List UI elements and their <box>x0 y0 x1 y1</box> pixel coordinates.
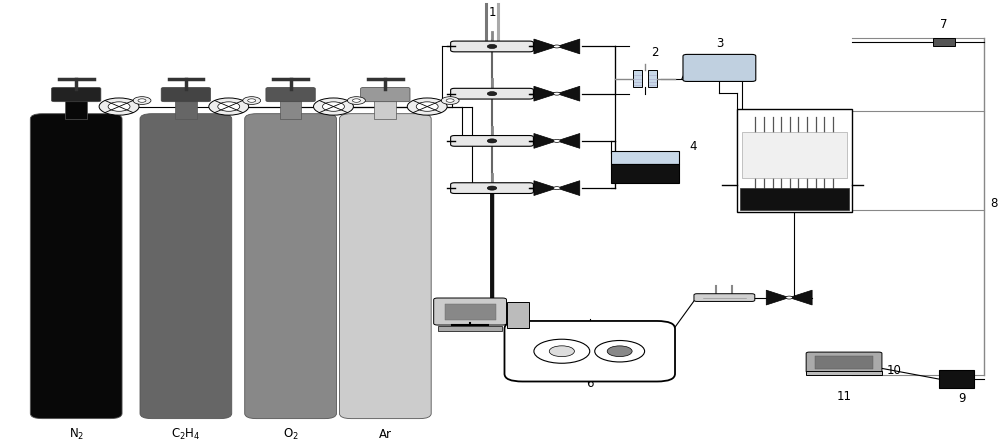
Circle shape <box>133 97 151 105</box>
Circle shape <box>243 97 261 105</box>
Bar <box>737 109 852 212</box>
Circle shape <box>595 341 645 362</box>
FancyBboxPatch shape <box>161 87 211 102</box>
Text: 11: 11 <box>837 390 852 403</box>
Circle shape <box>138 99 146 102</box>
Circle shape <box>441 97 459 105</box>
Circle shape <box>553 140 560 142</box>
Bar <box>939 370 974 388</box>
Text: 2: 2 <box>651 47 658 59</box>
Polygon shape <box>534 133 557 148</box>
Bar <box>65 101 87 119</box>
Polygon shape <box>534 39 557 54</box>
FancyBboxPatch shape <box>51 87 101 102</box>
Circle shape <box>248 99 256 102</box>
Bar <box>806 371 882 375</box>
Circle shape <box>786 296 793 299</box>
Polygon shape <box>557 133 580 148</box>
Circle shape <box>534 339 590 363</box>
Circle shape <box>108 102 130 111</box>
FancyBboxPatch shape <box>339 114 431 419</box>
FancyBboxPatch shape <box>451 183 533 194</box>
FancyBboxPatch shape <box>451 136 533 146</box>
Circle shape <box>352 99 360 102</box>
Polygon shape <box>789 290 812 305</box>
Bar <box>633 70 642 87</box>
Circle shape <box>407 98 447 115</box>
Circle shape <box>553 45 560 48</box>
Circle shape <box>416 102 438 111</box>
Circle shape <box>487 44 497 48</box>
Circle shape <box>487 139 497 143</box>
Circle shape <box>487 92 497 96</box>
FancyBboxPatch shape <box>683 54 756 82</box>
FancyBboxPatch shape <box>266 87 315 102</box>
Text: C$_2$H$_4$: C$_2$H$_4$ <box>171 427 201 443</box>
FancyBboxPatch shape <box>245 114 336 419</box>
Circle shape <box>553 187 560 190</box>
Bar <box>611 164 679 183</box>
FancyBboxPatch shape <box>451 41 533 52</box>
Text: 6: 6 <box>586 377 594 390</box>
FancyBboxPatch shape <box>140 114 232 419</box>
Polygon shape <box>557 86 580 101</box>
Circle shape <box>549 346 574 357</box>
Circle shape <box>209 98 249 115</box>
FancyBboxPatch shape <box>451 88 533 99</box>
Circle shape <box>553 92 560 95</box>
Text: 10: 10 <box>886 364 901 377</box>
Bar <box>175 101 197 119</box>
Text: O$_2$: O$_2$ <box>283 427 298 443</box>
Bar <box>445 303 496 320</box>
Text: 8: 8 <box>990 197 997 210</box>
Bar <box>648 70 657 87</box>
FancyBboxPatch shape <box>30 114 122 419</box>
Polygon shape <box>557 181 580 195</box>
Text: N$_2$: N$_2$ <box>69 427 84 443</box>
Bar <box>438 326 502 331</box>
Circle shape <box>99 98 139 115</box>
FancyBboxPatch shape <box>361 87 410 102</box>
Text: 1: 1 <box>488 6 496 19</box>
Bar <box>611 151 679 164</box>
Polygon shape <box>534 181 557 195</box>
Circle shape <box>314 98 353 115</box>
Text: 5: 5 <box>800 197 808 210</box>
Bar <box>742 132 847 179</box>
Text: Ar: Ar <box>379 428 392 441</box>
Circle shape <box>322 102 344 111</box>
Polygon shape <box>534 86 557 101</box>
Bar <box>374 101 396 119</box>
Text: 4: 4 <box>690 140 697 153</box>
Circle shape <box>607 346 632 357</box>
Bar <box>933 38 955 46</box>
Circle shape <box>347 97 365 105</box>
FancyBboxPatch shape <box>806 352 882 373</box>
FancyBboxPatch shape <box>504 321 675 381</box>
Polygon shape <box>557 39 580 54</box>
Text: 7: 7 <box>940 19 948 31</box>
Text: 3: 3 <box>716 37 723 50</box>
Text: 9: 9 <box>958 392 965 405</box>
Circle shape <box>218 102 240 111</box>
Circle shape <box>487 186 497 190</box>
Bar <box>740 188 849 210</box>
Polygon shape <box>766 290 789 305</box>
FancyBboxPatch shape <box>694 294 755 301</box>
Bar <box>280 101 301 119</box>
Bar <box>815 356 873 369</box>
Circle shape <box>446 99 454 102</box>
FancyBboxPatch shape <box>434 298 506 325</box>
Bar <box>507 302 529 328</box>
